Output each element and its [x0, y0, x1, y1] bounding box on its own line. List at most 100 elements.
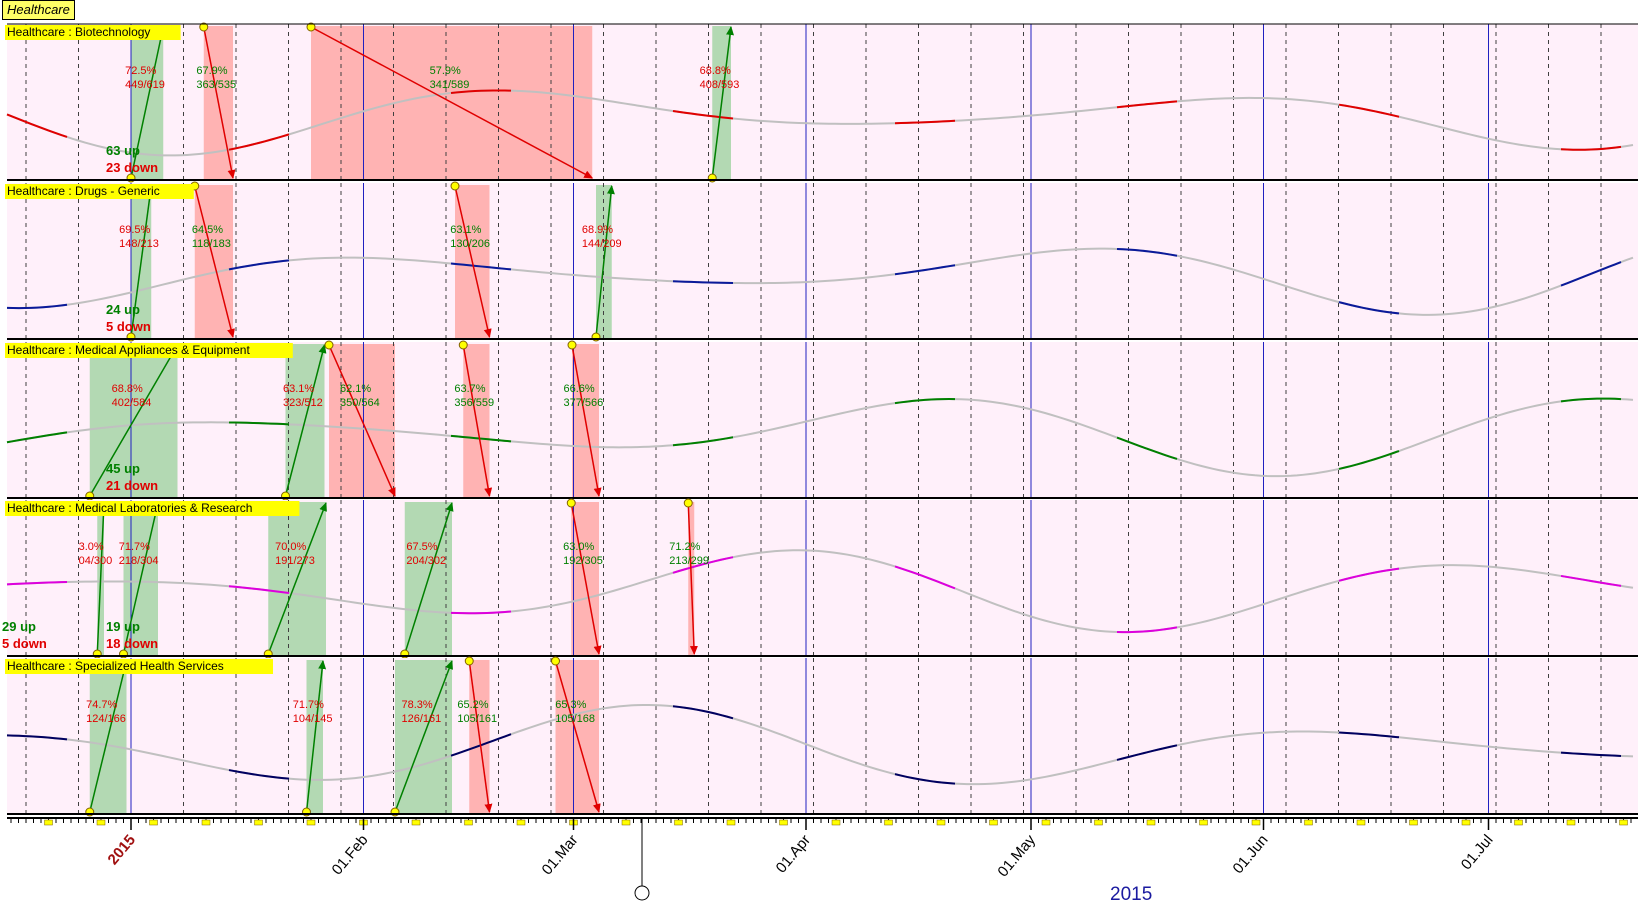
x-marker [201, 819, 211, 826]
x-tick-label: 01.Mar [539, 832, 582, 879]
page-title: Healthcare [2, 0, 75, 20]
signal-arrow [122, 502, 161, 655]
zone-pct-label: 70.0% [275, 541, 306, 553]
x-marker [44, 819, 53, 826]
zone-ratio-label: 323/512 [283, 397, 323, 409]
x-marker [989, 819, 998, 826]
panel-title-bg [5, 184, 194, 199]
trend-segment [6, 431, 68, 444]
signal-arrow [310, 26, 594, 179]
zone-ratio-label: 126/161 [402, 713, 442, 725]
count-up-prev: 29 up [2, 619, 36, 634]
signal-arrow [130, 26, 166, 179]
zone-pct-label: 63.0% [563, 541, 594, 553]
trend-segment [1338, 567, 1400, 582]
x-marker [621, 819, 631, 826]
x-marker [674, 819, 683, 826]
zone-ratio-label: 341/589 [430, 79, 470, 91]
signal-arrow [203, 26, 236, 179]
trend-segment [450, 262, 512, 271]
x-marker [464, 819, 473, 826]
zone-pct-label: 3.0% [79, 541, 104, 553]
panel-4: 3.0% 04/300 71.7% 218/304 70.0% 191/273 67.5% 2… [2, 498, 1638, 659]
signal-arrow [595, 185, 615, 338]
x-marker [884, 819, 893, 826]
count-down: 18 down [106, 636, 158, 651]
signal-arrow [130, 185, 155, 338]
trend-segment [450, 434, 512, 443]
zone-pct-label: 62.1% [340, 383, 371, 395]
zone-pct-label: 68.9% [582, 224, 613, 236]
zone-pct-label: 65.3% [555, 699, 586, 711]
trend-segment [228, 133, 290, 151]
signal-point [567, 340, 577, 350]
zone-ratio-label: 363/535 [196, 79, 236, 91]
signal-arrow [394, 660, 453, 813]
count-up: 24 up [106, 302, 140, 317]
signal-arrow [96, 502, 108, 655]
panel-title-bg [5, 25, 181, 40]
zone-pct-label: 71.2% [669, 541, 700, 553]
zone-ratio-label: 356/559 [454, 397, 494, 409]
zone-pct-label: 68.8% [700, 65, 731, 77]
x-marker [306, 819, 316, 826]
panel-title: Healthcare : Biotechnology [7, 25, 150, 39]
zone-pct-label: 65.2% [457, 699, 488, 711]
signal-arrow [687, 502, 698, 655]
zone-pct-label: 68.8% [112, 383, 143, 395]
x-marker [149, 819, 158, 826]
panel-2: 69.5% 148/213 64.5% 118/183 63.1% 130/206 68.9… [5, 181, 1638, 342]
signal-point [566, 498, 576, 508]
zone-pct-label: 66.6% [564, 383, 595, 395]
trend-segment [6, 303, 68, 310]
signal-point [199, 22, 209, 32]
zone-ratio-label: 218/304 [119, 555, 159, 567]
trend-segment [228, 585, 290, 595]
trend-segment [672, 280, 734, 284]
signal-point [683, 498, 693, 508]
trend-segment [450, 610, 512, 615]
count-down-prev: 5 down [2, 636, 47, 651]
trend-segment [1338, 301, 1400, 315]
signal-arrow [570, 502, 602, 655]
x-marker [1566, 819, 1576, 826]
trend-segment [228, 259, 290, 271]
zone-pct-label: 74.7% [86, 699, 117, 711]
trend-segment [6, 734, 68, 741]
x-marker [1409, 819, 1418, 826]
trend-segment [1116, 247, 1178, 257]
panel-title: Healthcare : Medical Laboratories & Rese… [7, 501, 252, 515]
panel-background [7, 183, 1638, 339]
x-tick-label: 01.Apr [773, 832, 814, 877]
trend-segment [894, 773, 956, 785]
signal-point [464, 656, 474, 666]
signal-arrow [404, 502, 454, 655]
x-marker [1356, 819, 1366, 826]
zone-ratio-label: 408/593 [700, 79, 740, 91]
trend-segment [6, 113, 68, 138]
trend-segment [450, 89, 512, 94]
zone-pct-label: 72.5% [125, 65, 156, 77]
count-up: 19 up [106, 619, 140, 634]
trend-segment [894, 119, 956, 125]
x-marker [1304, 819, 1313, 826]
panel-background [7, 24, 1638, 180]
panel-background [7, 658, 1638, 814]
x-tick-label: 01.Jul [1458, 832, 1497, 874]
x-marker [1461, 819, 1471, 826]
panel-title: Healthcare : Drugs - Generic [7, 184, 160, 198]
trend-segment [1560, 751, 1622, 757]
trend-segment [1116, 100, 1178, 109]
zone-pct-label: 63.1% [283, 383, 314, 395]
x-tick-label: 01.Jun [1230, 832, 1272, 877]
panel-title: Healthcare : Medical Appliances & Equipm… [7, 343, 250, 357]
signal-arrow [554, 660, 601, 813]
zone-pct-label: 67.5% [406, 541, 437, 553]
zone-pct-label: 57.9% [430, 65, 461, 77]
trend-segment [1560, 397, 1622, 403]
count-up: 63 up [106, 143, 140, 158]
x-marker [254, 819, 263, 826]
x-marker [96, 819, 106, 826]
